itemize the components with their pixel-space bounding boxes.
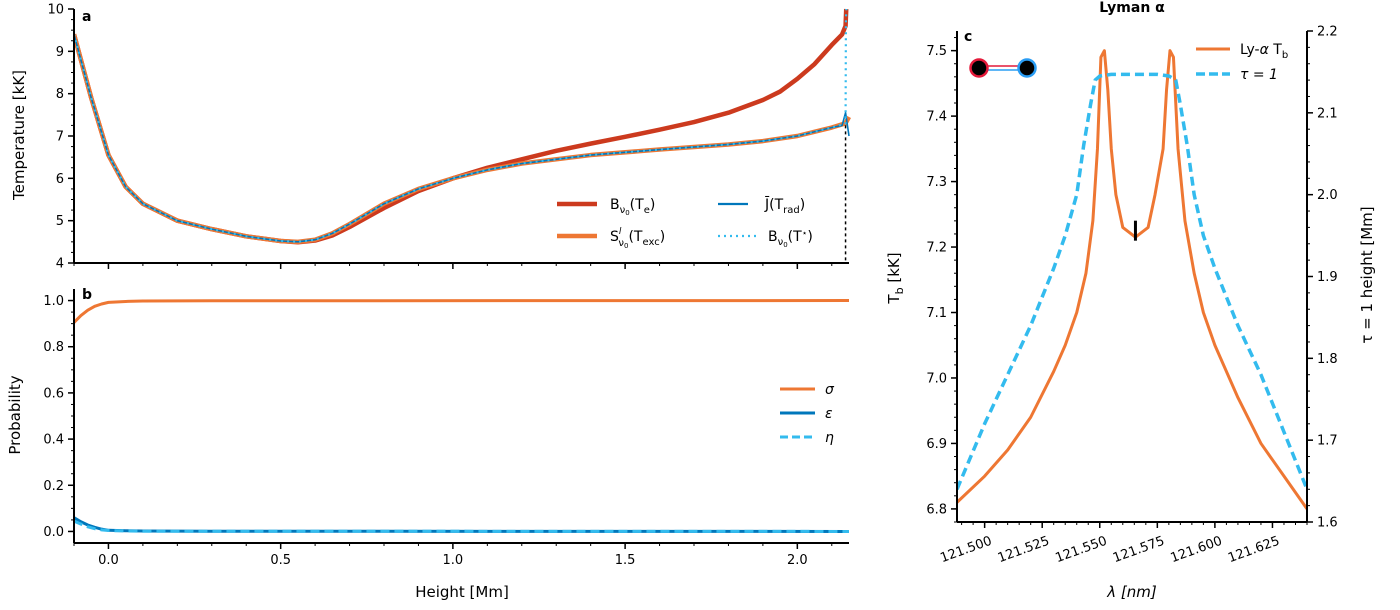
legend-j-rad: J̄(Trad) bbox=[764, 195, 805, 216]
panel-a-plot-area bbox=[74, 8, 851, 263]
x-tick-label: 1.5 bbox=[615, 553, 636, 568]
x-tick-label: 2.0 bbox=[787, 553, 808, 568]
x-tick-label: 121.575 bbox=[1111, 534, 1167, 566]
y-tick-label: 6.9 bbox=[926, 437, 947, 452]
series-line-B_star bbox=[74, 8, 848, 243]
series-line-Ly_Tb bbox=[957, 49, 1307, 510]
panel-a-ylabel: Temperature [kK] bbox=[10, 70, 28, 201]
y-tick-label: 4 bbox=[56, 257, 64, 272]
series-line-S_exc bbox=[74, 33, 851, 245]
panel-c-lyman-alpha: 6.8 6.9 7.0 7.1 7.2 7.3 7.4 7.5 1.6 1.7 1.8 1.9 2.0 2… bbox=[885, 0, 1376, 601]
legend-ly-tb: Ly-α Tb bbox=[1240, 42, 1288, 61]
series-line-eta bbox=[74, 519, 850, 533]
y-tick-label: 0.4 bbox=[43, 433, 64, 448]
panel-b-plot-area bbox=[74, 299, 850, 533]
y-tick-label: 1.6 bbox=[1317, 516, 1338, 531]
y-tick-label: 7.5 bbox=[926, 44, 947, 59]
panel-b-probability: 0.0 0.2 0.4 0.6 0.8 1.0 0.0 0.5 1.0 1.5 2.0 b Prob… bbox=[6, 287, 850, 601]
x-tick-label: 121.500 bbox=[938, 534, 994, 566]
atom-blue-circle bbox=[1017, 58, 1037, 78]
x-tick-label: 121.525 bbox=[996, 534, 1052, 566]
y-tick-label: 9 bbox=[56, 45, 64, 60]
y-tick-label: 10 bbox=[47, 3, 64, 18]
panel-c-ylabel-left: Tb [kK] bbox=[885, 252, 906, 304]
legend-b-star: Bν0(T⋆) bbox=[768, 229, 813, 249]
legend-b-e: Bν0(Te) bbox=[610, 197, 655, 217]
y-tick-label: 2.1 bbox=[1317, 106, 1338, 121]
atom-pair-icon bbox=[969, 58, 1037, 78]
panel-c-legend: Ly-α Tb τ = 1 bbox=[1196, 42, 1288, 83]
series-line-tau bbox=[957, 72, 1307, 490]
y-tick-label: 6.8 bbox=[926, 502, 947, 517]
y-tick-label: 7.1 bbox=[926, 306, 947, 321]
y-tick-label: 0.0 bbox=[43, 525, 64, 540]
y-tick-label: 7.4 bbox=[926, 110, 947, 125]
panel-a-letter: a bbox=[82, 9, 91, 25]
y-tick-label: 6 bbox=[56, 172, 64, 187]
y-tick-label: 1.9 bbox=[1317, 270, 1338, 285]
y-tick-label: 2.2 bbox=[1317, 25, 1338, 40]
x-tick-label: 121.600 bbox=[1169, 534, 1225, 566]
panel-c-axes: 6.8 6.9 7.0 7.1 7.2 7.3 7.4 7.5 1.6 1.7 1.8 1.9 2.0 2… bbox=[926, 25, 1337, 567]
y-tick-label: 1.0 bbox=[43, 294, 64, 309]
y-tick-label: 5 bbox=[56, 214, 64, 229]
series-line-J_rad bbox=[74, 34, 850, 243]
legend-eta: η bbox=[825, 430, 834, 446]
y-tick-label: 1.8 bbox=[1317, 352, 1338, 367]
x-tick-label: 0.5 bbox=[270, 553, 291, 568]
series-line-B_e bbox=[74, 8, 849, 245]
y-tick-label: 0.2 bbox=[43, 479, 64, 494]
legend-epsilon: ε bbox=[825, 406, 833, 422]
panel-a-temperature: 4 5 6 7 8 9 10 a Temperature [kK] Bν0(Te) Sl ν0… bbox=[10, 3, 851, 272]
y-tick-label: 2.0 bbox=[1317, 188, 1338, 203]
x-tick-label: 121.550 bbox=[1053, 534, 1109, 566]
legend-sigma: σ bbox=[825, 382, 835, 398]
y-tick-label: 0.8 bbox=[43, 340, 64, 355]
y-tick-label: 0.6 bbox=[43, 386, 64, 401]
panel-b-axes: 0.0 0.2 0.4 0.6 0.8 1.0 0.0 0.5 1.0 1.5 2.0 bbox=[43, 289, 849, 568]
x-tick-label: 0.0 bbox=[98, 553, 119, 568]
panel-a-legend: Bν0(Te) Sl ν0(Texc) J̄(Trad) Bν0(T⋆) bbox=[557, 195, 813, 250]
panel-b-xlabel: Height [Mm] bbox=[415, 583, 509, 601]
series-line-sigma bbox=[74, 299, 850, 324]
x-tick-label: 121.625 bbox=[1226, 534, 1282, 566]
y-tick-label: 7.2 bbox=[926, 241, 947, 256]
y-tick-label: 7 bbox=[56, 130, 64, 145]
panel-c-ylabel-right: τ = 1 height [Mm] bbox=[1358, 206, 1376, 343]
panel-b-ylabel: Probability bbox=[6, 375, 24, 454]
y-tick-label: 7.3 bbox=[926, 175, 947, 190]
series-line-epsilon bbox=[74, 516, 850, 533]
y-tick-label: 8 bbox=[56, 87, 64, 102]
legend-s-exc: Sl ν0(Texc) bbox=[610, 227, 665, 250]
x-tick-label: 1.0 bbox=[443, 553, 464, 568]
panel-c-letter: c bbox=[964, 29, 972, 45]
panel-b-letter: b bbox=[82, 287, 92, 303]
panel-a-axes: 4 5 6 7 8 9 10 bbox=[47, 3, 849, 272]
panel-b-legend: σ ε η bbox=[780, 382, 835, 446]
panel-c-xlabel: λ [nm] bbox=[1106, 583, 1157, 601]
panel-c-title: Lyman α bbox=[1099, 0, 1165, 16]
y-tick-label: 7.0 bbox=[926, 371, 947, 386]
y-tick-label: 1.7 bbox=[1317, 434, 1338, 449]
panel-c-plot-area bbox=[957, 49, 1307, 510]
atom-red-circle bbox=[969, 58, 989, 78]
legend-tau: τ = 1 bbox=[1240, 67, 1278, 83]
